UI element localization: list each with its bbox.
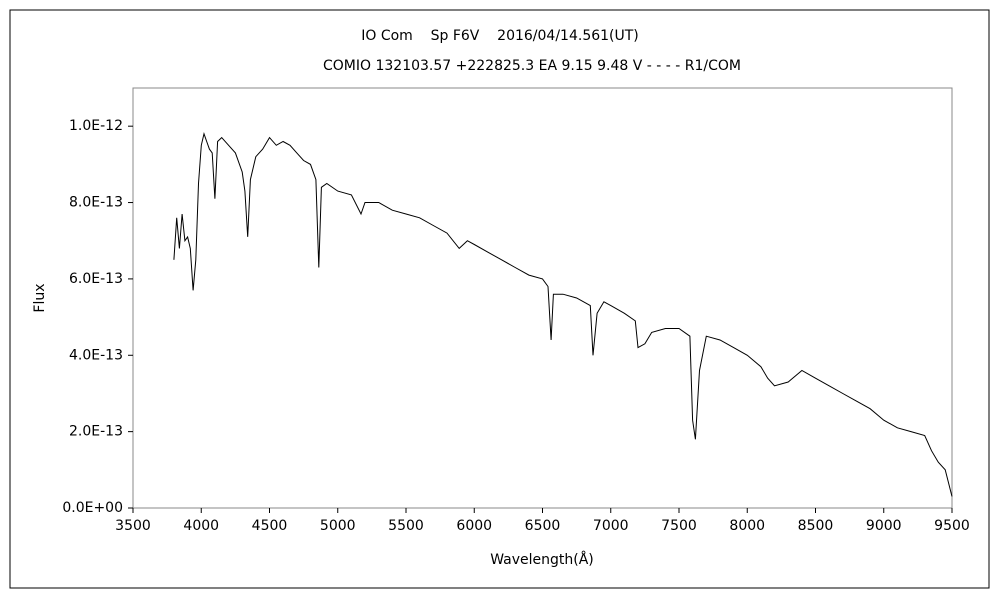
x-tick-label: 3500 (115, 518, 151, 534)
x-tick-label: 8500 (798, 518, 834, 534)
frame (9, 9, 990, 589)
y-tick-label: 2.0E-13 (69, 424, 123, 440)
spectrum-line (173, 132, 953, 497)
chart-subtitle: COMIO 132103.57 +222825.3 EA 9.15 9.48 V… (323, 58, 741, 74)
x-tick-label: 7000 (593, 518, 629, 534)
x-tick-label: 6500 (525, 518, 561, 534)
x-tick-label: 4500 (252, 518, 288, 534)
y-tick-label: 1.0E-12 (69, 118, 123, 134)
x-axis-label: Wavelength(Å) (490, 551, 594, 568)
x-tick-label: 4000 (183, 518, 219, 534)
y-tick-label: 0.0E+00 (62, 500, 123, 516)
x-tick-label: 5500 (388, 518, 424, 534)
x-tick-label: 7500 (661, 518, 697, 534)
chart-title: IO Com Sp F6V 2016/04/14.561(UT) (361, 28, 639, 44)
x-tick-label: 6000 (456, 518, 492, 534)
y-tick-label: 4.0E-13 (69, 347, 123, 363)
x-tick-label: 9000 (866, 518, 902, 534)
y-tick-label: 8.0E-13 (69, 195, 123, 211)
plot-area (132, 87, 953, 509)
x-tick-label: 5000 (320, 518, 356, 534)
y-tick-label: 6.0E-13 (69, 271, 123, 287)
x-tick-label: 8000 (729, 518, 765, 534)
y-axis-label: Flux (32, 283, 48, 312)
x-tick-label: 9500 (934, 518, 970, 534)
